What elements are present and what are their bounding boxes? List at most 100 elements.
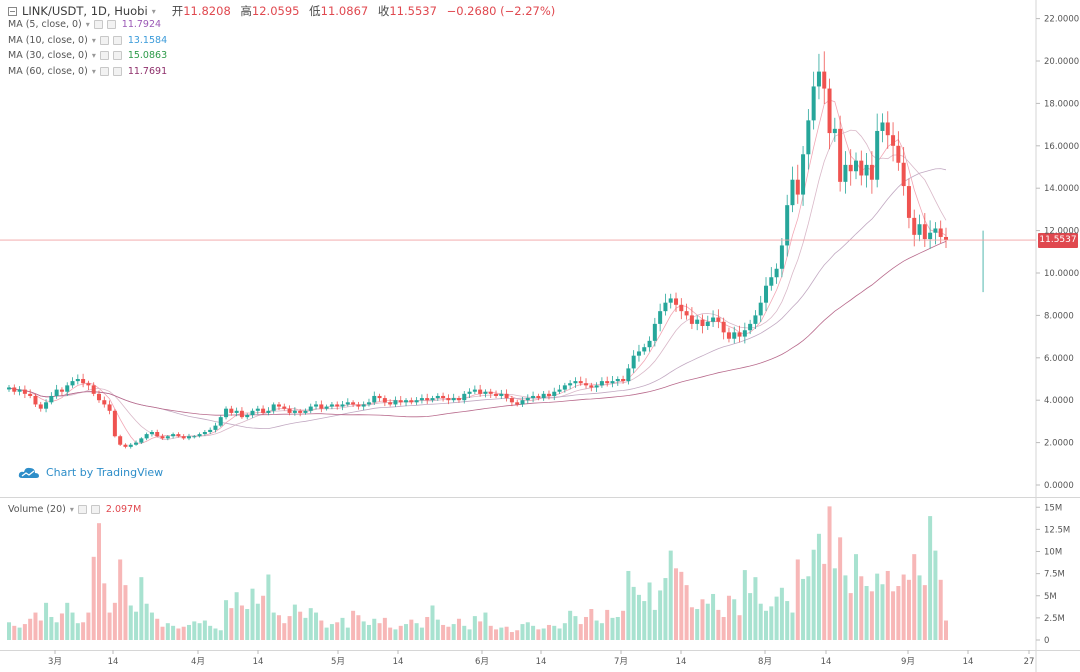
volume-bar (584, 616, 589, 640)
candle-body (753, 315, 758, 324)
chevron-down-icon[interactable]: ▾ (91, 51, 96, 60)
time-tick-label: 7月 (614, 657, 628, 667)
candle-body (28, 393, 33, 396)
collapse-icon[interactable] (8, 6, 17, 16)
candle-body (409, 400, 414, 403)
candle-body (155, 432, 160, 437)
indicator-label: MA (10, close, 0) (8, 34, 88, 46)
candle-body (573, 381, 578, 384)
settings-icon[interactable] (99, 66, 109, 76)
volume-bar (234, 592, 239, 640)
indicator-legend[interactable]: MA (10, close, 0) ▾ 13.1584 (8, 35, 167, 46)
candle-body (356, 404, 361, 407)
candle-body (938, 228, 943, 237)
candle-body (912, 217, 917, 235)
price-tick-label: 0.0000 (1044, 481, 1074, 491)
candle-body (81, 379, 86, 384)
close-icon[interactable] (90, 505, 100, 514)
time-tick-label: 14 (821, 657, 832, 667)
symbol-header: LINK/USDT, 1D, Huobi ▾ 开11.8208 高12.0595… (8, 3, 555, 19)
volume-bar (636, 594, 641, 640)
volume-bar (102, 583, 107, 640)
volume-bar (314, 612, 319, 640)
candle-body (795, 179, 800, 195)
settings-icon[interactable] (77, 505, 87, 514)
candle-body (515, 402, 520, 405)
settings-icon[interactable] (99, 35, 109, 45)
candle-body (843, 164, 848, 182)
close-icon[interactable] (112, 51, 122, 60)
price-tick-label: 4.0000 (1044, 396, 1074, 406)
volume-bar (118, 559, 123, 640)
candle-body (922, 224, 927, 240)
volume-bar (139, 577, 144, 640)
candle-body (769, 277, 774, 286)
candle-body (123, 444, 128, 447)
close-icon[interactable] (112, 35, 122, 45)
candle-body (864, 164, 869, 176)
volume-bar (822, 563, 827, 640)
price-tick-label: 6.0000 (1044, 354, 1074, 364)
chevron-down-icon[interactable]: ▾ (69, 505, 74, 514)
volume-bar (271, 612, 276, 640)
volume-bar (128, 605, 133, 640)
time-tick-label: 14 (253, 657, 264, 667)
volume-bar (906, 579, 911, 640)
volume-bar (557, 628, 562, 640)
settings-icon[interactable] (99, 51, 109, 60)
volume-bar (165, 623, 170, 640)
volume-bar (446, 626, 451, 640)
time-tick-label: 27 (1024, 657, 1035, 667)
volume-bar (186, 624, 191, 640)
settings-icon[interactable] (93, 20, 103, 29)
price-tick-label: 18.0000 (1044, 99, 1079, 109)
candle-body (287, 408, 292, 413)
volume-bar (663, 578, 668, 640)
chevron-down-icon[interactable]: ▾ (151, 6, 156, 16)
volume-bar (901, 574, 906, 640)
volume-bar (668, 550, 673, 640)
volume-bar (282, 623, 287, 640)
time-tick-label: 8月 (758, 657, 772, 667)
candle-body (626, 368, 631, 382)
symbol-title[interactable]: LINK/USDT, 1D, Huobi (22, 4, 148, 18)
candle-body (467, 391, 472, 394)
indicator-legend[interactable]: MA (60, close, 0) ▾ 11.7691 (8, 66, 167, 77)
candle-body (134, 442, 139, 445)
volume-bar (388, 627, 393, 640)
indicator-legend[interactable]: MA (5, close, 0) ▾ 11.7924 (8, 19, 161, 30)
candle-body (282, 406, 287, 409)
volume-bar (848, 593, 853, 640)
chevron-down-icon[interactable]: ▾ (85, 20, 90, 29)
tradingview-watermark[interactable]: Chart by TradingView (18, 465, 163, 479)
chevron-down-icon[interactable]: ▾ (91, 35, 96, 45)
candle-body (599, 381, 604, 386)
candle-body (504, 393, 509, 399)
volume-bar (451, 624, 456, 640)
volume-bar (885, 570, 890, 640)
candle-body (393, 400, 398, 405)
chevron-down-icon[interactable]: ▾ (91, 66, 96, 76)
candle-body (351, 402, 356, 405)
time-tick-label: 6月 (475, 657, 489, 667)
volume-legend[interactable]: Volume (20) ▾ 2.097M (8, 504, 141, 515)
volume-bar (441, 624, 446, 640)
candle-body (732, 332, 737, 339)
volume-bar (578, 624, 583, 640)
volume-bar (462, 625, 467, 640)
indicator-legend[interactable]: MA (30, close, 0) ▾ 15.0863 (8, 50, 167, 61)
volume-bar (28, 618, 33, 640)
moving-average-line (8, 241, 947, 418)
close-icon[interactable] (106, 20, 116, 29)
volume-bar (779, 587, 784, 640)
volume-bar (123, 585, 128, 640)
candle-body (801, 154, 806, 195)
volume-bar (7, 622, 11, 640)
candle-body (75, 379, 80, 382)
indicator-value: 13.1584 (127, 34, 168, 46)
candle-body (213, 425, 218, 430)
close-icon[interactable] (112, 66, 122, 76)
volume-bar (287, 616, 292, 640)
volume-bar (854, 554, 859, 640)
